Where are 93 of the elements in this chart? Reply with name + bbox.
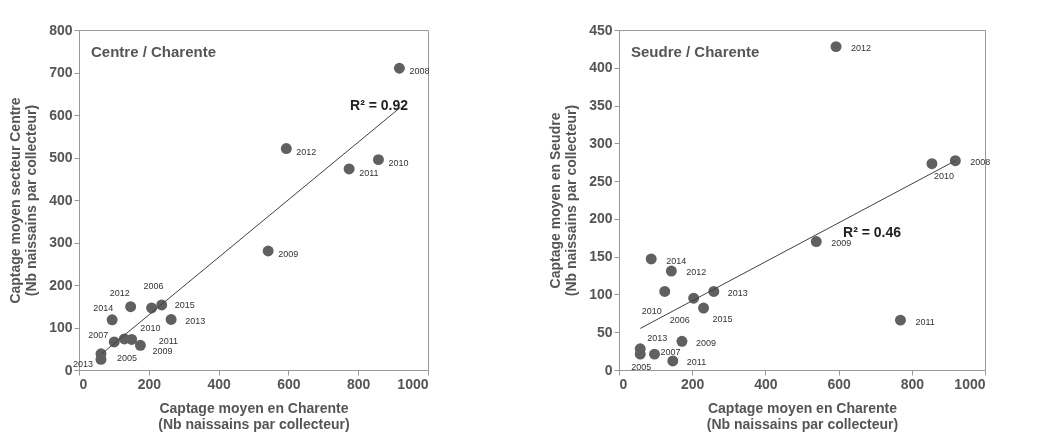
y-tick-label: 200	[49, 276, 73, 293]
x-tick-label: 800	[900, 375, 925, 392]
point	[126, 333, 138, 345]
y-tick-label: 500	[49, 149, 73, 165]
annotation: 2013	[727, 288, 748, 299]
annotation: 2015	[174, 299, 195, 310]
annotation: 2009	[695, 338, 716, 349]
y-tick-label: 800	[49, 21, 73, 38]
text: Centre / Charente	[91, 43, 217, 60]
point	[343, 163, 355, 175]
annotation: 2005	[631, 362, 652, 373]
annotation: 2012	[851, 42, 872, 53]
annotation: 2011	[686, 356, 707, 367]
point	[280, 143, 292, 155]
annotation: 2011	[158, 336, 179, 347]
annotation: 2013	[72, 359, 93, 370]
annotation: 2006	[669, 315, 690, 326]
y-tick-label: 300	[589, 134, 613, 151]
annotation: R² = 0.92	[350, 97, 409, 113]
x-axis-title: Captage moyen en Charente (Nb naissains par collecteur)	[158, 399, 350, 432]
y-tick-label: 0	[64, 361, 73, 378]
y-tick-label: 400	[589, 59, 613, 76]
x-tick-label: 1000	[954, 375, 986, 392]
point	[676, 335, 688, 347]
point	[665, 265, 677, 277]
point	[262, 245, 274, 257]
point	[645, 253, 657, 265]
y-tick-label: 0	[604, 361, 613, 378]
y-tick-label: 400	[49, 191, 73, 208]
point	[165, 313, 177, 325]
y-axis-title: Captage moyen en Seudre (Nb naissains par collecteur)	[547, 104, 580, 297]
y-tick-label: 200	[589, 210, 613, 227]
text: Seudre / Charente	[631, 43, 760, 60]
x-tick-label: 600	[827, 375, 851, 392]
annotation: 2007	[88, 329, 109, 340]
x-axis-title: Captage moyen en Charente (Nb naissains par collecteur)	[706, 399, 899, 432]
y-tick-label: 150	[589, 248, 613, 265]
point	[106, 314, 118, 326]
annotation: 2015	[712, 314, 733, 325]
point	[894, 314, 906, 326]
annotation: 2010	[388, 157, 409, 168]
annotation: 2005	[116, 352, 138, 363]
x-tick-label: 0	[619, 375, 628, 392]
y-axis-title: Captage moyen secteur Centre (Nb naissains par collecteur)	[7, 97, 40, 304]
annotation: 2013	[185, 316, 206, 327]
point	[926, 158, 938, 170]
point	[698, 302, 710, 314]
annotation: 2009	[278, 249, 299, 259]
annotation: 2010	[933, 170, 954, 181]
annotation: 2008	[970, 156, 991, 167]
x-tick-label: 1000	[397, 375, 429, 392]
y-tick-label: 250	[589, 172, 613, 189]
point	[949, 155, 961, 167]
annotation: 2012	[109, 287, 130, 298]
annotation: 2012	[686, 267, 707, 278]
y-tick-label: 600	[49, 106, 73, 123]
point	[372, 154, 384, 166]
y-tick-label: 100	[589, 285, 613, 302]
annotation: 2009	[831, 237, 852, 248]
annotation: R² = 0.46	[843, 224, 902, 240]
x-tick-label: 0	[79, 375, 88, 392]
annotation: 2006	[143, 280, 164, 291]
annotation: 2011	[915, 317, 935, 328]
x-tick-label: 800	[347, 375, 371, 392]
y-tick-label: 450	[589, 21, 613, 38]
annotation: 2008	[409, 66, 430, 77]
annotation: 2014	[666, 255, 687, 266]
y-tick-label: 50	[596, 323, 613, 340]
x-tick-label: 200	[681, 375, 705, 392]
x-tick-label: 600	[277, 375, 301, 392]
annotation: 2010	[140, 322, 161, 333]
x-tick-label: 400	[207, 375, 231, 392]
point	[830, 41, 842, 53]
point	[393, 62, 405, 74]
point	[134, 339, 146, 351]
y-tick-label: 700	[49, 64, 73, 80]
y-tick-label: 350	[589, 97, 613, 114]
annotation: 2012	[296, 146, 317, 157]
point	[810, 236, 822, 248]
annotation: 2010	[641, 306, 662, 317]
annotation: 2009	[152, 346, 173, 357]
y-tick-label: 100	[49, 319, 73, 335]
point	[659, 285, 671, 297]
point	[125, 301, 137, 313]
annotation: 2013	[647, 332, 668, 343]
annotation: 2011	[359, 167, 379, 178]
annotation: 2014	[93, 302, 114, 313]
annotation: 2007	[660, 347, 681, 358]
x-tick-label: 200	[137, 375, 162, 392]
x-tick-label: 400	[754, 375, 778, 392]
point	[649, 348, 660, 360]
point	[667, 355, 679, 367]
y-tick-label: 300	[49, 234, 73, 250]
